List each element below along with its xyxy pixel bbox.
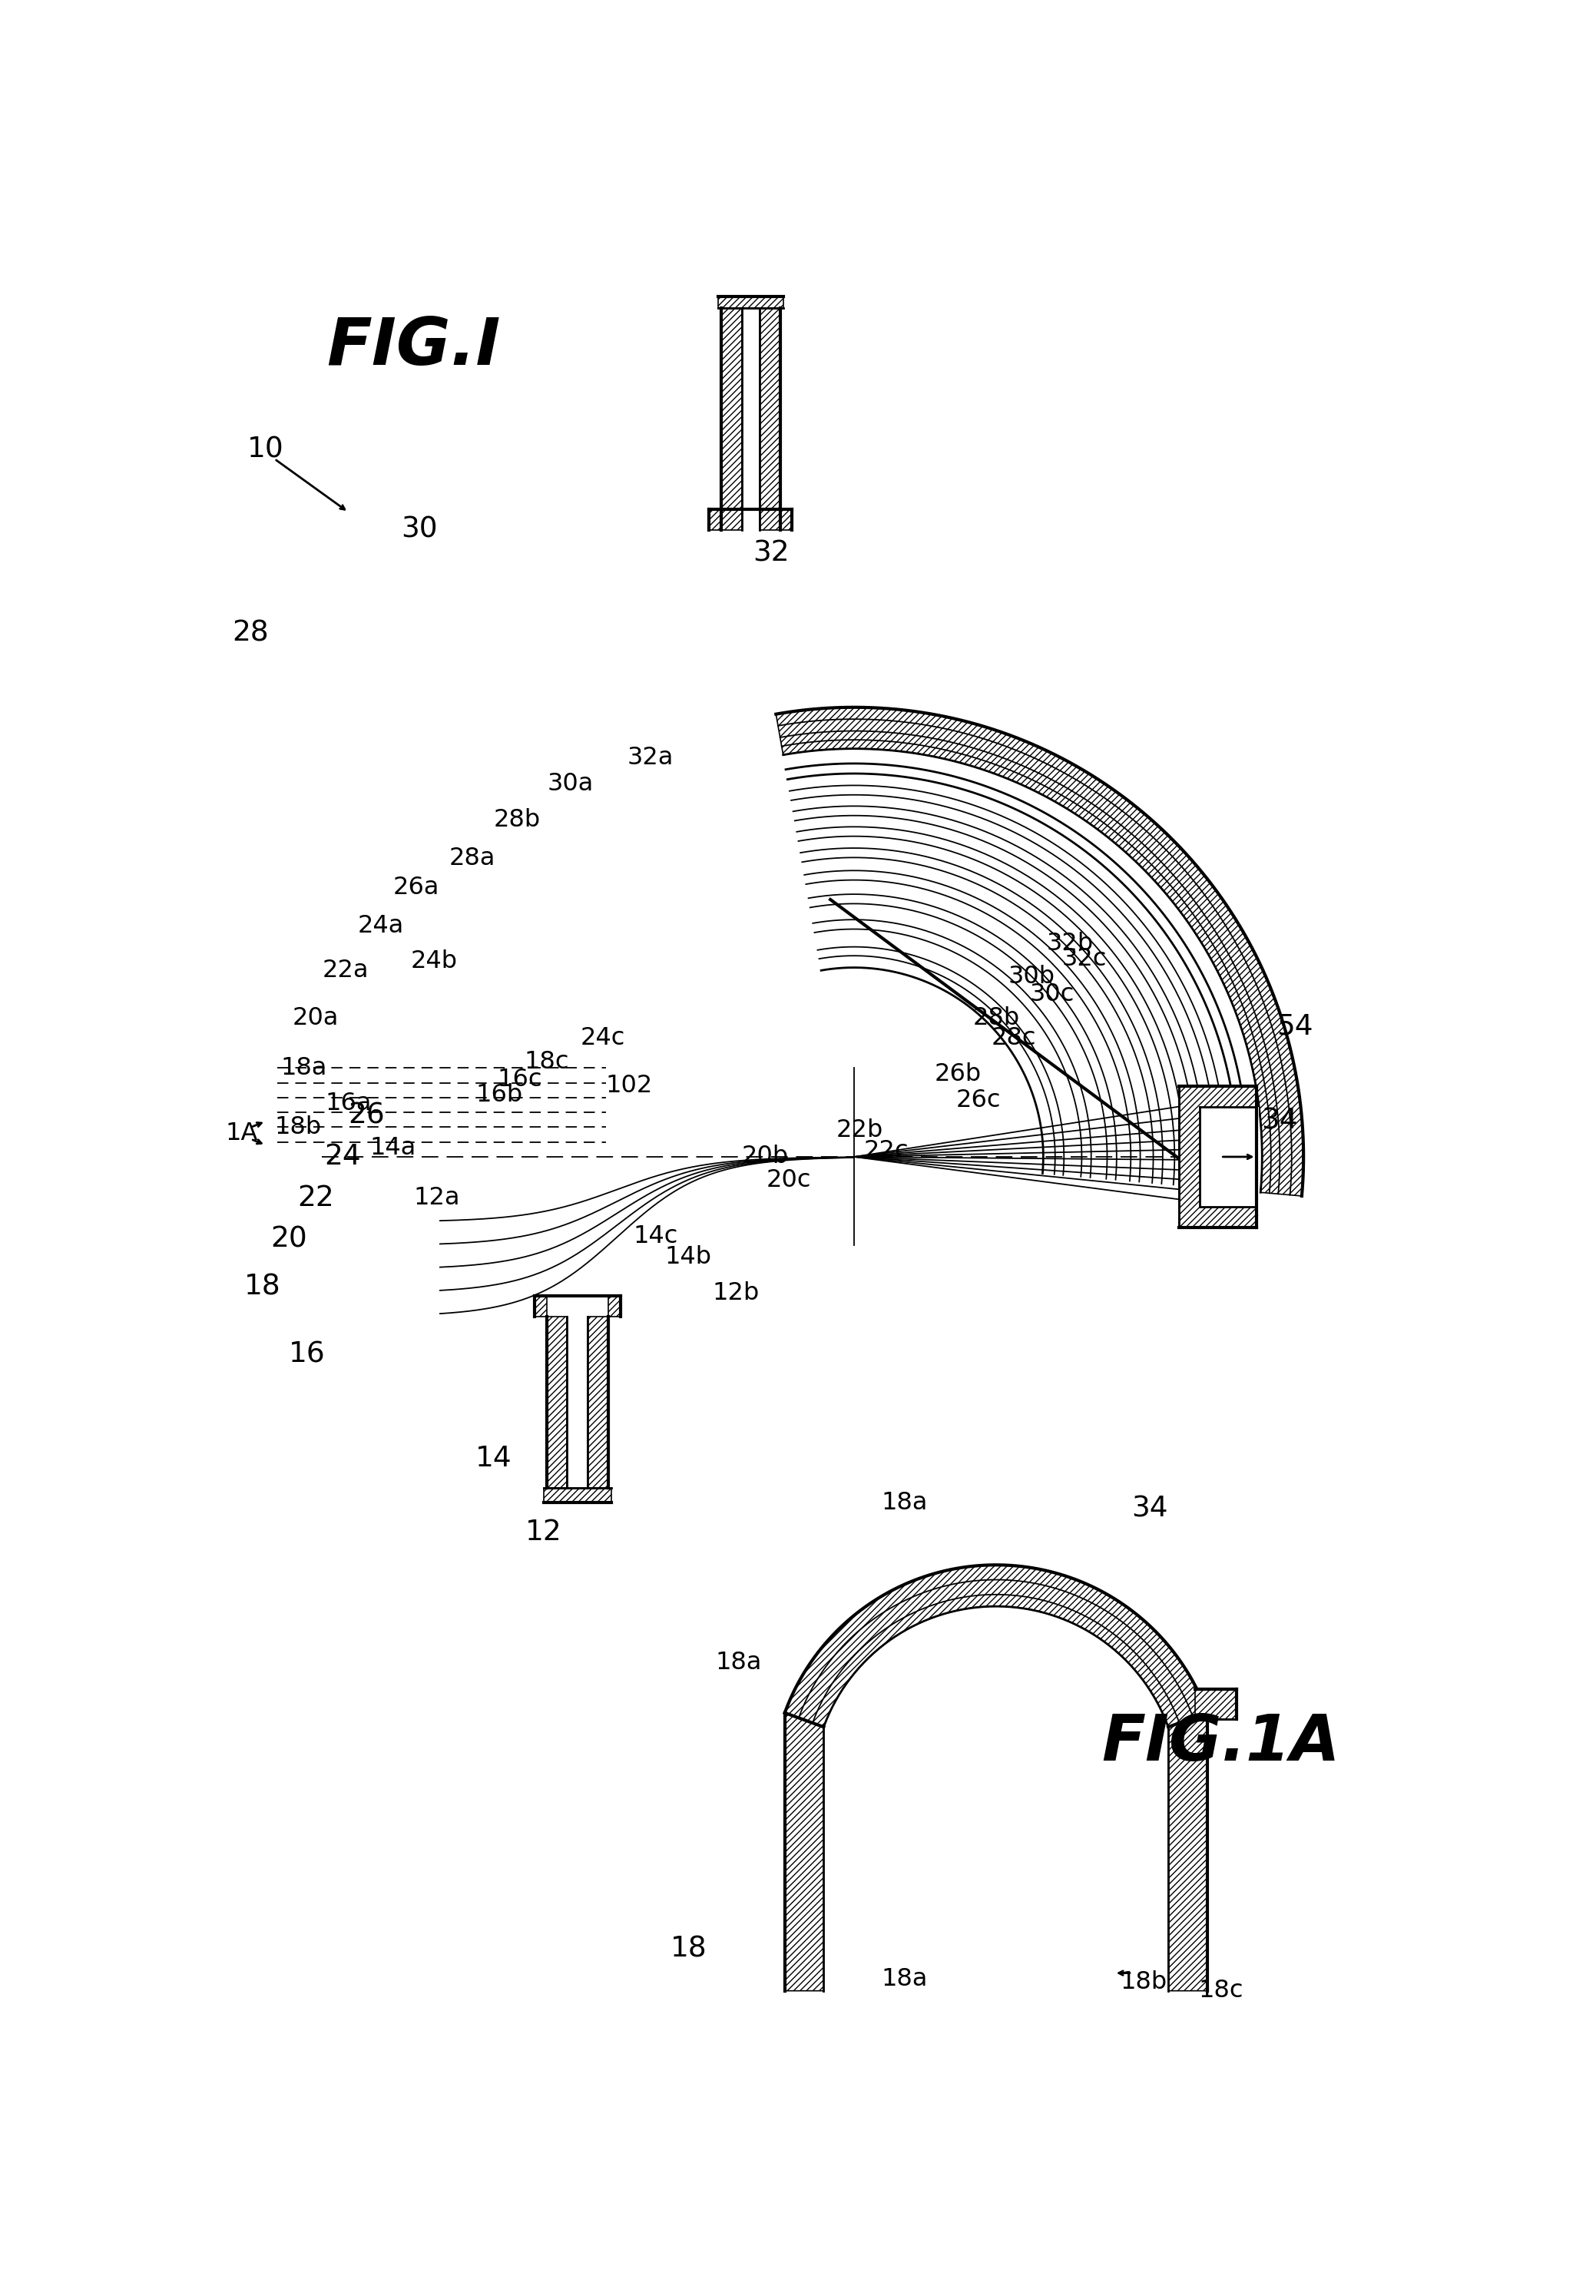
Text: 28a: 28a xyxy=(450,847,496,870)
Text: 20c: 20c xyxy=(766,1169,811,1192)
Text: 34: 34 xyxy=(1261,1107,1298,1134)
Text: 24b: 24b xyxy=(410,951,458,974)
Text: 28b: 28b xyxy=(493,808,541,831)
Polygon shape xyxy=(780,510,792,530)
Text: 22b: 22b xyxy=(836,1118,884,1141)
Polygon shape xyxy=(785,1713,824,1991)
Polygon shape xyxy=(544,1488,611,1504)
Text: 24: 24 xyxy=(324,1143,361,1171)
Text: 26c: 26c xyxy=(956,1088,1001,1114)
Text: 1A: 1A xyxy=(225,1120,259,1146)
Text: 32b: 32b xyxy=(1047,932,1093,955)
Text: 24a: 24a xyxy=(358,914,404,939)
Polygon shape xyxy=(718,296,784,308)
Text: 28: 28 xyxy=(233,620,270,647)
Text: 20b: 20b xyxy=(742,1146,788,1169)
Polygon shape xyxy=(1179,1086,1256,1228)
Text: 20: 20 xyxy=(271,1226,308,1254)
Text: 102: 102 xyxy=(606,1075,653,1097)
Text: 30c: 30c xyxy=(1029,983,1074,1006)
Text: 18: 18 xyxy=(670,1936,707,1963)
Text: 54: 54 xyxy=(1277,1013,1314,1040)
Text: 18a: 18a xyxy=(881,1490,927,1515)
Text: 16a: 16a xyxy=(326,1091,372,1116)
Text: 30a: 30a xyxy=(547,771,594,797)
Text: 16c: 16c xyxy=(498,1068,543,1093)
Text: 18b: 18b xyxy=(1120,1970,1167,1993)
Polygon shape xyxy=(776,707,1304,1196)
Polygon shape xyxy=(535,1295,546,1316)
Text: 32a: 32a xyxy=(627,746,674,769)
Polygon shape xyxy=(546,1316,567,1488)
Text: 14c: 14c xyxy=(634,1224,678,1249)
Polygon shape xyxy=(760,308,780,530)
Polygon shape xyxy=(1168,1713,1207,1991)
Text: 28b: 28b xyxy=(972,1006,1020,1029)
Polygon shape xyxy=(1195,1690,1237,1720)
Polygon shape xyxy=(709,510,721,530)
Text: 12a: 12a xyxy=(413,1187,460,1210)
Text: 22: 22 xyxy=(297,1185,334,1212)
Text: 26b: 26b xyxy=(934,1063,982,1086)
Text: 34: 34 xyxy=(1132,1495,1168,1522)
Text: 18: 18 xyxy=(244,1272,281,1302)
Text: 30: 30 xyxy=(401,517,437,544)
Text: 14: 14 xyxy=(476,1444,512,1472)
Text: 28c: 28c xyxy=(991,1026,1036,1052)
Text: 18a: 18a xyxy=(281,1056,327,1079)
Text: 18c: 18c xyxy=(523,1049,568,1075)
Text: 32: 32 xyxy=(753,540,790,567)
Polygon shape xyxy=(608,1295,621,1316)
Text: FIG.I: FIG.I xyxy=(327,315,501,379)
Text: 30b: 30b xyxy=(1009,964,1055,987)
Text: 24c: 24c xyxy=(581,1026,626,1052)
Polygon shape xyxy=(785,1566,1207,1727)
Text: 16: 16 xyxy=(289,1341,326,1368)
Text: 22c: 22c xyxy=(863,1139,910,1162)
Polygon shape xyxy=(1200,1107,1259,1208)
Text: 20a: 20a xyxy=(292,1006,338,1029)
Polygon shape xyxy=(721,308,742,530)
Text: 22a: 22a xyxy=(322,960,369,983)
Text: 12: 12 xyxy=(525,1518,562,1545)
Text: 16b: 16b xyxy=(476,1084,522,1107)
Polygon shape xyxy=(587,1316,608,1488)
Text: 26a: 26a xyxy=(393,875,439,900)
Text: 14a: 14a xyxy=(370,1137,417,1159)
Text: 26: 26 xyxy=(348,1102,385,1130)
Text: 18a: 18a xyxy=(881,1968,927,1991)
Text: 10: 10 xyxy=(247,436,284,464)
Text: 18c: 18c xyxy=(1199,1979,1243,2002)
Text: 18b: 18b xyxy=(275,1116,321,1139)
Text: 14b: 14b xyxy=(666,1244,712,1270)
Text: 12b: 12b xyxy=(712,1281,760,1304)
Text: FIG.1A: FIG.1A xyxy=(1101,1711,1341,1773)
Text: 32c: 32c xyxy=(1063,946,1108,971)
Text: 18a: 18a xyxy=(715,1651,761,1674)
